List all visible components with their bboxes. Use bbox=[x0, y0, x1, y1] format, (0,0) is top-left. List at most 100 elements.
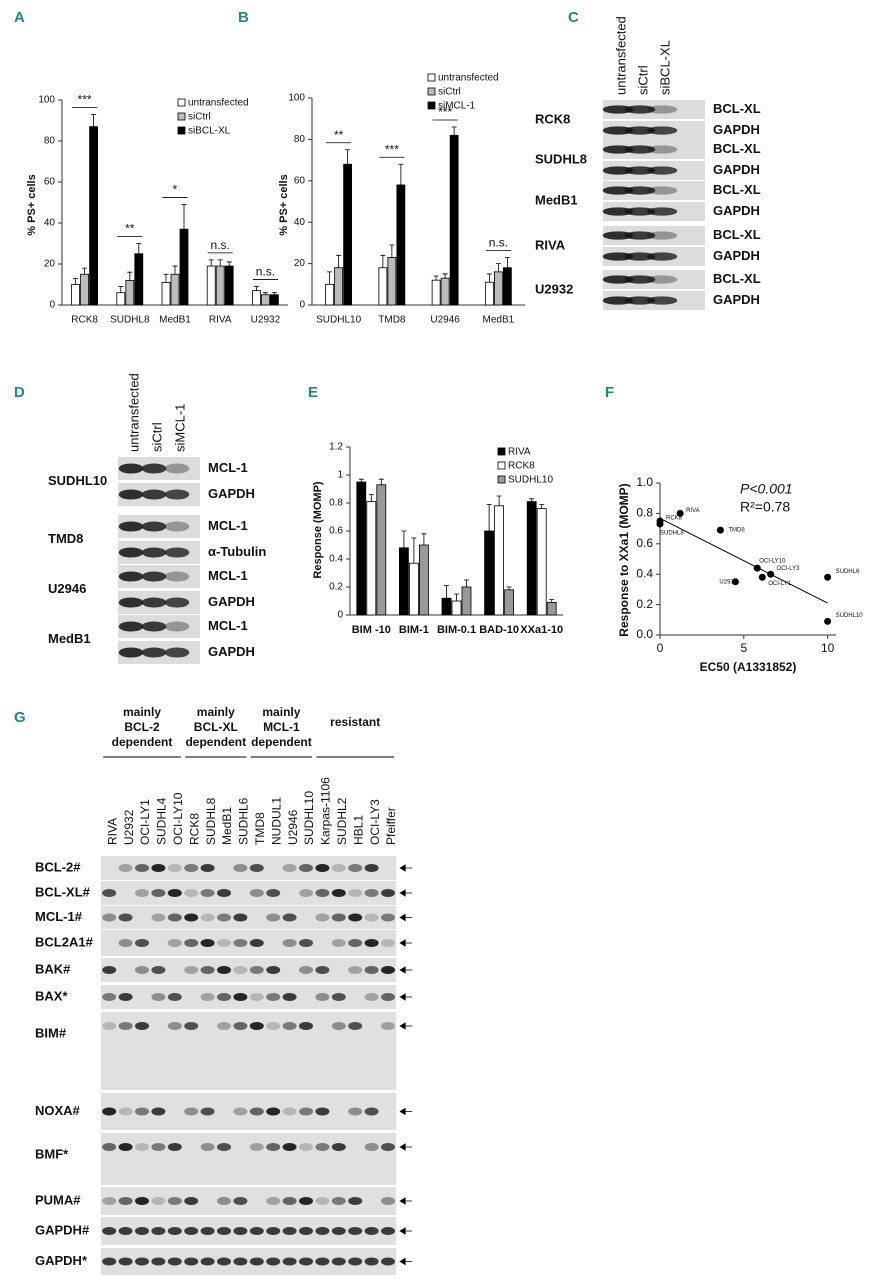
group-label: MCL-1 bbox=[263, 720, 300, 734]
group-label: resistant bbox=[330, 715, 380, 729]
blot-band bbox=[266, 993, 281, 1001]
blot-band bbox=[200, 1257, 215, 1266]
lane-label: MedB1 bbox=[220, 807, 234, 845]
band-label: BCL-XL bbox=[713, 141, 761, 156]
arrow bbox=[399, 889, 413, 897]
blot-band bbox=[118, 571, 144, 582]
blot-band bbox=[184, 966, 199, 974]
x-tick-label: U2932 bbox=[251, 315, 281, 326]
blot-band bbox=[118, 1197, 133, 1205]
blot-band bbox=[164, 647, 190, 658]
group-label: dependent bbox=[112, 735, 173, 749]
blot-band bbox=[624, 186, 656, 195]
blot-band bbox=[602, 166, 634, 175]
lane-label: Pfeiffer bbox=[384, 807, 398, 845]
cell-line-label: U2946 bbox=[48, 581, 86, 596]
error-bar bbox=[504, 256, 510, 268]
blot-band bbox=[624, 145, 656, 154]
blot-band bbox=[118, 993, 133, 1001]
band-label: GAPDH bbox=[713, 203, 760, 218]
blot-band bbox=[348, 1022, 363, 1030]
blot-band bbox=[164, 597, 190, 608]
blot-band bbox=[646, 126, 678, 135]
blot-band bbox=[348, 966, 363, 974]
y-tick-label: 0.8 bbox=[329, 498, 343, 509]
blot-band bbox=[217, 1257, 231, 1266]
blot-band bbox=[151, 864, 166, 872]
bar bbox=[125, 279, 135, 306]
blot-band bbox=[624, 231, 656, 240]
blot-band bbox=[102, 913, 117, 922]
column-label: siMCL-1 bbox=[172, 404, 187, 452]
blot-band bbox=[249, 1227, 264, 1235]
legend-label: untransfected bbox=[438, 73, 499, 84]
blot-band bbox=[249, 864, 264, 872]
blot-band bbox=[602, 126, 634, 135]
blot-band bbox=[266, 913, 281, 922]
row-label: GAPDH* bbox=[35, 1253, 88, 1268]
point bbox=[676, 509, 684, 517]
error-bar bbox=[91, 113, 97, 127]
annotation: R²=0.78 bbox=[740, 499, 790, 515]
blot-band bbox=[200, 939, 215, 947]
error-bar bbox=[549, 599, 555, 603]
blot-band bbox=[249, 889, 264, 897]
y-tick-label: 1 bbox=[337, 470, 343, 481]
blot-band bbox=[331, 889, 346, 897]
row-label: MCL-1# bbox=[35, 909, 83, 924]
band-label: MCL-1 bbox=[208, 518, 248, 533]
point-label: SUDHL8 bbox=[660, 531, 684, 537]
error-bar bbox=[127, 271, 133, 281]
blot-band bbox=[167, 1022, 182, 1030]
legend-label: siCtrl bbox=[438, 87, 461, 98]
blot-band bbox=[102, 966, 117, 974]
bar bbox=[493, 271, 503, 306]
bar bbox=[260, 294, 270, 306]
legend-label: untransfected bbox=[188, 98, 249, 109]
group-label: BCL-XL bbox=[194, 720, 238, 734]
blot-band bbox=[646, 105, 678, 114]
blot-band bbox=[141, 647, 167, 658]
blot-band bbox=[233, 939, 248, 947]
x-tick-label: BIM-0.1 bbox=[437, 624, 476, 636]
blot-band bbox=[102, 889, 117, 897]
error-bar bbox=[217, 259, 223, 267]
lane-label: U2932 bbox=[122, 809, 136, 845]
y-tick-label: 60 bbox=[44, 177, 56, 188]
row-label: BAX* bbox=[35, 988, 68, 1003]
blot-band bbox=[331, 939, 346, 947]
lane-label: OCI-LY1 bbox=[138, 799, 152, 845]
group-label: mainly bbox=[262, 705, 300, 719]
blot-band bbox=[167, 993, 182, 1001]
bar bbox=[251, 290, 261, 306]
blot-band bbox=[167, 913, 182, 922]
y-tick-label: 0.4 bbox=[329, 554, 343, 565]
bar bbox=[449, 134, 459, 306]
error-bar bbox=[411, 537, 417, 564]
blot-band bbox=[364, 889, 379, 897]
blot-band bbox=[282, 1227, 297, 1235]
blot-band bbox=[102, 1197, 117, 1205]
blot-band bbox=[282, 1257, 297, 1266]
legend-swatch bbox=[497, 461, 506, 470]
blot-band bbox=[646, 252, 678, 261]
blot-band bbox=[164, 621, 190, 632]
blot-band bbox=[266, 1197, 281, 1205]
bar bbox=[179, 228, 189, 306]
blot-band bbox=[167, 1143, 182, 1151]
blot-band bbox=[624, 126, 656, 135]
blot-band bbox=[381, 1257, 395, 1266]
blot-band bbox=[315, 913, 330, 922]
blot-band bbox=[299, 1022, 313, 1030]
legend-swatch bbox=[497, 475, 506, 484]
blot-band bbox=[135, 889, 149, 897]
error-bar bbox=[442, 273, 448, 279]
blot-band bbox=[266, 1227, 281, 1235]
error-bar bbox=[398, 163, 404, 185]
blot-band bbox=[184, 939, 199, 947]
significance: n.s. bbox=[256, 265, 275, 279]
arrow bbox=[399, 1197, 413, 1205]
error-bar bbox=[451, 126, 457, 136]
band-label: BCL-XL bbox=[713, 101, 761, 116]
error-bar bbox=[368, 494, 374, 502]
